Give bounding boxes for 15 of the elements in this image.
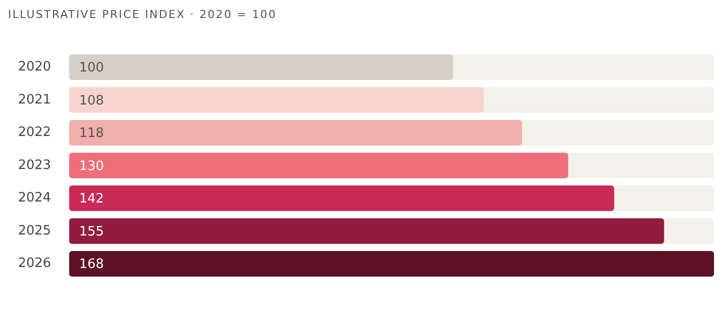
data-label: 168 bbox=[79, 257, 104, 272]
data-label: 130 bbox=[79, 158, 104, 174]
y-tick-label: 2023 bbox=[18, 158, 52, 173]
y-tick-label: 2026 bbox=[18, 256, 52, 272]
data-label: 118 bbox=[79, 126, 104, 142]
y-tick-label: 2021 bbox=[18, 92, 52, 108]
y-tick-label: 2020 bbox=[18, 60, 52, 75]
data-label: 100 bbox=[79, 60, 104, 76]
y-tick-label: 2025 bbox=[18, 223, 52, 238]
y-tick-label: 2024 bbox=[18, 190, 52, 206]
data-label: 142 bbox=[79, 192, 104, 207]
data-label: 108 bbox=[79, 93, 104, 108]
data-label: 155 bbox=[79, 224, 104, 240]
chart-title: ILLUSTRATIVE PRICE INDEX · 2020 = 100 bbox=[8, 8, 278, 21]
y-tick-label: 2022 bbox=[18, 125, 52, 140]
